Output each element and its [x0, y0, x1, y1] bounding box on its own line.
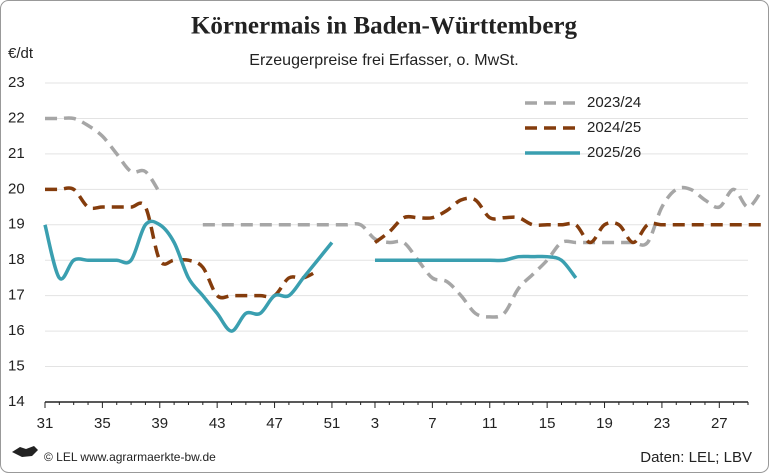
x-tick-label: 39: [151, 415, 168, 432]
x-tick-label: 3: [371, 415, 379, 432]
x-tick-label: 43: [209, 415, 226, 432]
legend-label: 2024/25: [587, 119, 641, 136]
x-tick-label: 23: [654, 415, 671, 432]
y-tick-label: 14: [8, 393, 25, 410]
y-tick-label: 20: [8, 180, 25, 197]
logo: [12, 446, 38, 457]
chart-subtitle: Erzeugerpreise frei Erfasser, o. MwSt.: [249, 52, 518, 69]
x-tick-label: 11: [482, 415, 498, 432]
y-tick-label: 22: [8, 109, 25, 126]
source: Daten: LEL; LBV: [640, 449, 752, 466]
y-tick-label: 16: [8, 322, 25, 339]
x-tick-label: 35: [94, 415, 111, 432]
x-tick-label: 51: [324, 415, 341, 432]
x-tick-label: 7: [428, 415, 436, 432]
series-line: [43, 219, 578, 333]
series-line: [44, 116, 764, 319]
x-tick-label: 47: [266, 415, 283, 432]
credit: © LEL www.agrarmaerkte-bw.de: [44, 450, 216, 464]
y-tick-label: 15: [8, 358, 25, 375]
y-tick-label: 19: [8, 216, 25, 233]
legend-label: 2023/24: [587, 94, 641, 111]
y-tick-label: 18: [8, 251, 25, 268]
x-tick-label: 19: [596, 415, 613, 432]
x-tick-label: 31: [37, 415, 54, 432]
y-tick-label: 21: [8, 145, 25, 162]
y-axis-label: €/dt: [8, 45, 34, 62]
chart-title: Körnermais in Baden-Württemberg: [191, 13, 578, 40]
x-tick-label: 15: [539, 415, 556, 432]
legend-label: 2025/26: [587, 144, 641, 161]
y-tick-label: 23: [8, 74, 25, 91]
y-tick-label: 17: [8, 287, 25, 304]
x-tick-label: 27: [711, 415, 728, 432]
